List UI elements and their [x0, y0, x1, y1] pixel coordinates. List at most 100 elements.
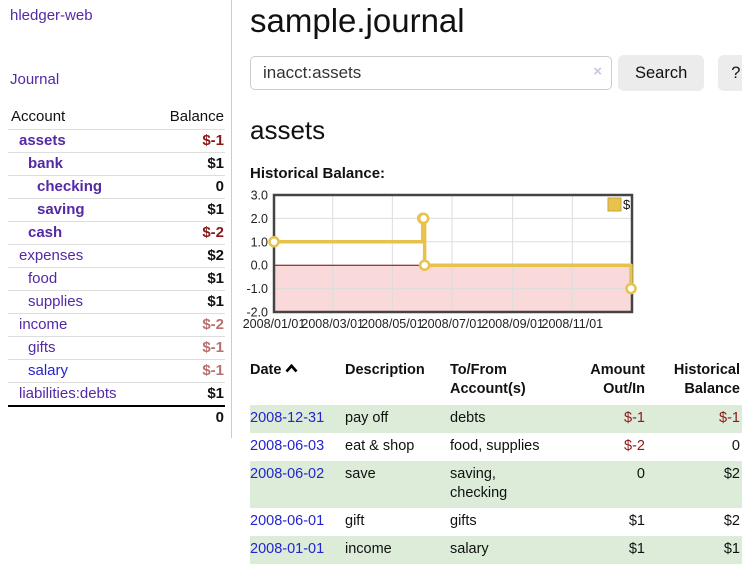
register-amount-cell: $-1: [562, 404, 647, 433]
sidebar: hledger-web Journal Account Balance asse…: [0, 0, 232, 438]
register-date-cell: 2008-06-02: [250, 460, 345, 509]
account-row: assets $-1: [8, 129, 225, 153]
svg-text:1.0: 1.0: [251, 235, 268, 249]
register-balance-cell: $2: [647, 460, 742, 509]
register-description-cell: save: [345, 460, 450, 509]
register-accounts-cell: debts: [450, 404, 562, 433]
account-balance: $-2: [149, 221, 225, 245]
search-button[interactable]: Search: [618, 55, 705, 91]
accounts-total-spacer: [8, 405, 150, 429]
account-link[interactable]: income: [19, 316, 68, 333]
register-balance-cell: 0: [731, 437, 740, 454]
transaction-date-link[interactable]: 2008-06-01: [250, 513, 325, 530]
account-row: liabilities:debts $1: [8, 382, 225, 406]
register-description-cell: eat & shop: [345, 437, 415, 454]
accounts-header-balance: Balance: [169, 108, 224, 125]
account-balance: 0: [149, 175, 225, 199]
svg-text:2008/09/01: 2008/09/01: [481, 317, 544, 331]
account-link[interactable]: gifts: [28, 339, 56, 356]
account-row: gifts $-1: [8, 336, 225, 360]
register-balance-cell: $1: [647, 536, 742, 565]
register-accounts-cell: gifts: [450, 513, 477, 530]
sidebar-item-journal[interactable]: Journal: [10, 71, 60, 88]
accounts-header-row: Account Balance: [8, 106, 225, 130]
search-input[interactable]: [250, 56, 612, 90]
clear-search-icon[interactable]: ×: [593, 63, 602, 80]
register-header-accounts: To/From Account(s): [450, 362, 526, 397]
svg-text:2008/11/01: 2008/11/01: [542, 317, 604, 331]
transaction-date-link[interactable]: 2008-12-31: [250, 409, 325, 426]
register-amount-cell: $-2: [624, 437, 645, 454]
svg-text:2008/05/01: 2008/05/01: [361, 317, 424, 331]
account-row: income $-2: [8, 313, 225, 337]
accounts-total-value: 0: [149, 405, 225, 429]
historical-balance-chart: $3.0 2.0 1.0 0.0 -1.0 -2.0 2008/01/01 2008/03/0…: [242, 189, 742, 346]
account-link[interactable]: assets: [19, 132, 66, 149]
register-row: 2008-06-02 save saving, checking 0 $2: [250, 460, 742, 509]
account-row: bank $1: [8, 152, 225, 176]
chart-title: Historical Balance:: [250, 165, 386, 182]
account-balance: $-1: [149, 359, 225, 383]
page-title: sample.journal: [250, 2, 465, 39]
svg-text:$: $: [623, 197, 631, 212]
account-link[interactable]: expenses: [19, 247, 84, 264]
account-heading: assets: [250, 115, 326, 145]
register-header-row: Date Description To/From Account(s) Amou…: [250, 359, 742, 405]
account-link[interactable]: liabilities:debts: [19, 385, 117, 402]
accounts-table: Account Balance assets $-1 bank $1 checking 0…: [8, 106, 225, 429]
register-header-date[interactable]: Date: [250, 359, 345, 405]
account-link[interactable]: saving: [37, 201, 85, 218]
register-date-cell: 2008-12-31: [250, 404, 345, 433]
search-help-button[interactable]: ?: [718, 55, 742, 91]
svg-text:0.0: 0.0: [251, 259, 268, 273]
sort-ascending-icon: [285, 364, 298, 373]
svg-text:2008/01/01: 2008/01/01: [243, 317, 306, 331]
register-amount-cell: 0: [562, 460, 647, 509]
register-table: Date Description To/From Account(s) Amou…: [250, 359, 742, 565]
register-accounts-cell: saving, checking: [450, 460, 562, 509]
account-row: supplies $1: [8, 290, 225, 314]
account-row: expenses $2: [8, 244, 225, 268]
account-link[interactable]: checking: [37, 178, 103, 195]
account-balance: $1: [149, 152, 225, 176]
register-row: 2008-06-01 gift gifts $1 $2: [250, 508, 742, 536]
register-date-cell: 2008-06-03: [250, 433, 345, 461]
register-accounts-cell: food, supplies: [450, 437, 540, 454]
register-amount-cell: $1: [628, 513, 645, 530]
account-balance: $-1: [149, 336, 225, 360]
transaction-date-link[interactable]: 2008-06-03: [250, 437, 325, 454]
register-amount-cell: $1: [562, 536, 647, 565]
register-row: 2008-06-03 eat & shop food, supplies $-2 0: [250, 433, 742, 461]
register-balance-cell: $2: [723, 513, 740, 530]
account-row: checking 0: [8, 175, 225, 199]
register-row: 2008-12-31 pay off debts $-1 $-1: [250, 404, 742, 433]
account-balance: $-2: [149, 313, 225, 337]
app-brand-link[interactable]: hledger-web: [10, 7, 93, 24]
register-header-balance: Historical Balance: [673, 362, 740, 397]
svg-text:-1.0: -1.0: [246, 282, 268, 296]
account-link[interactable]: salary: [28, 362, 69, 379]
account-link[interactable]: bank: [28, 155, 64, 172]
transaction-date-link[interactable]: 2008-01-01: [250, 541, 325, 558]
transaction-date-link[interactable]: 2008-06-02: [250, 465, 325, 482]
account-balance: $1: [149, 267, 225, 291]
register-date-cell: 2008-06-01: [250, 508, 345, 536]
account-row: saving $1: [8, 198, 225, 222]
register-header-amount: Amount Out/In: [590, 362, 645, 397]
account-balance: $2: [149, 244, 225, 268]
register-balance-cell: $-1: [647, 404, 742, 433]
svg-text:3.0: 3.0: [251, 189, 268, 203]
account-balance: $1: [149, 382, 225, 406]
accounts-total-row: 0: [8, 405, 225, 429]
register-description-cell: gift: [345, 513, 365, 530]
svg-text:2008/03/01: 2008/03/01: [301, 317, 364, 331]
account-link[interactable]: supplies: [28, 293, 84, 310]
account-balance: $1: [149, 290, 225, 314]
register-date-cell: 2008-01-01: [250, 536, 345, 565]
account-link[interactable]: cash: [28, 224, 63, 241]
svg-text:2008/07/01: 2008/07/01: [421, 317, 484, 331]
account-link[interactable]: food: [28, 270, 58, 287]
chart-canvas: $3.0 2.0 1.0 0.0 -1.0 -2.02008/01/012008/03/0…: [243, 189, 637, 331]
account-balance: $-1: [149, 129, 225, 153]
svg-text:-2.0: -2.0: [246, 306, 268, 320]
